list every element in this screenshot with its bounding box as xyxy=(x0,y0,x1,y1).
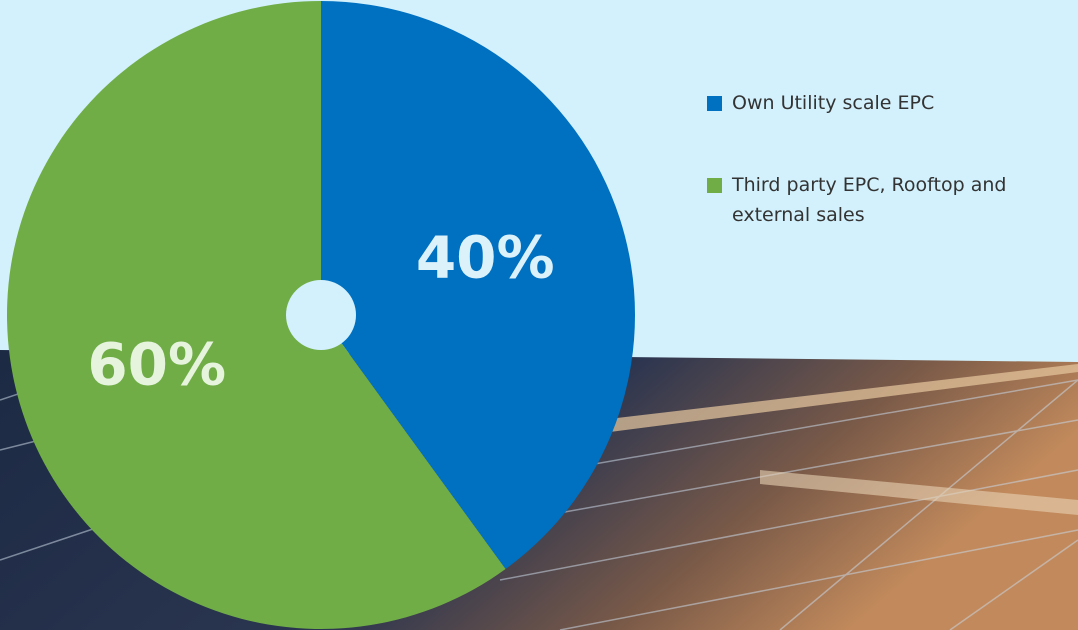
legend-label: Own Utility scale EPC xyxy=(732,92,935,114)
legend-swatch xyxy=(707,96,722,111)
legend-label: Third party EPC, Rooftop and external sa… xyxy=(732,174,1007,226)
legend-swatch xyxy=(707,178,722,193)
pie-slice xyxy=(7,1,506,629)
center-hole xyxy=(286,280,356,350)
pie xyxy=(7,1,636,629)
value-label: 40% xyxy=(416,224,555,292)
legend-item: Own Utility scale EPC xyxy=(707,88,1067,118)
legend-item: Third party EPC, Rooftop and external sa… xyxy=(707,170,1067,230)
value-label: 60% xyxy=(87,330,226,398)
pie-slice xyxy=(321,1,636,570)
